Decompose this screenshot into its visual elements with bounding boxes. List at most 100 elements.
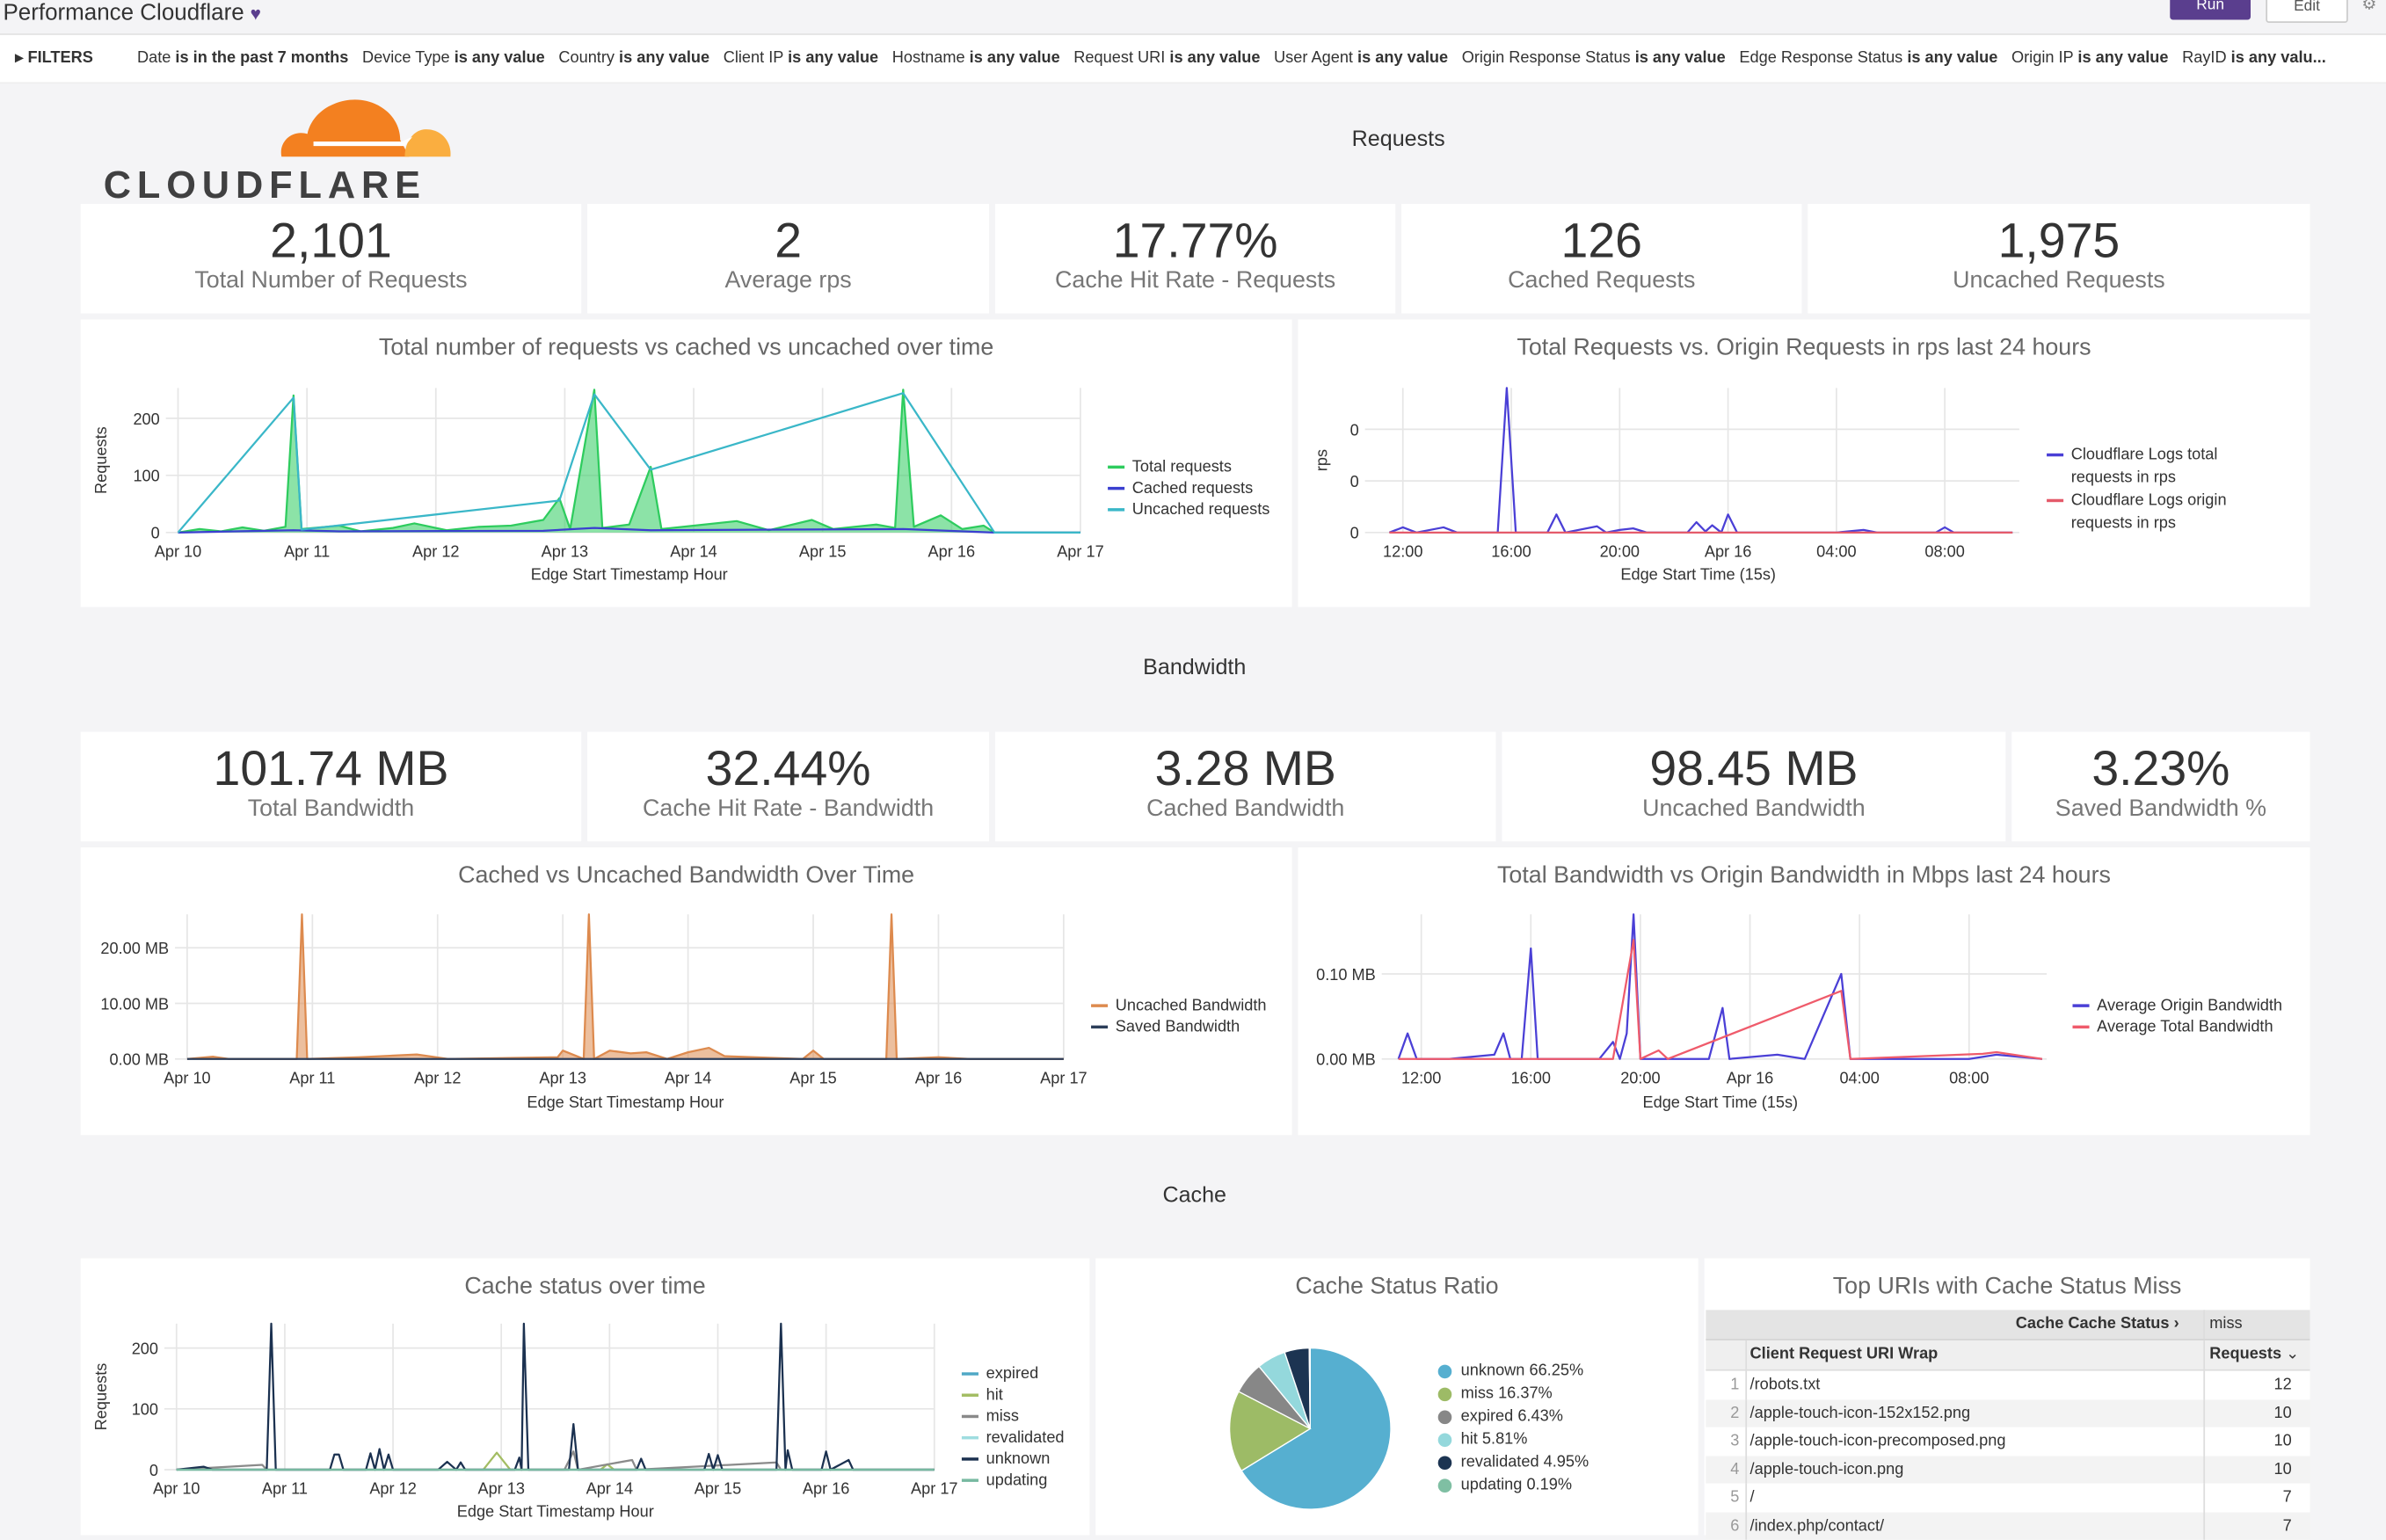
requests-cell: 7 xyxy=(2282,1515,2292,1535)
bw-chart-panel: Cached vs Uncached Bandwidth Over Time xyxy=(80,847,1292,1136)
uri-cell[interactable]: / xyxy=(1749,1487,1755,1507)
legend-item[interactable]: Cloudflare Logs origin requests in rps xyxy=(2047,490,2230,535)
kpi-value: 2,101 xyxy=(270,213,392,268)
legend-dot-icon xyxy=(1437,1387,1452,1401)
divider xyxy=(1745,1511,1748,1540)
filter-operator: is any value xyxy=(1907,48,1998,68)
filter-chip[interactable]: Date is in the past 7 months xyxy=(137,48,348,67)
filter-chip[interactable]: Origin Response Status is any value xyxy=(1462,48,1726,67)
kpi-tile: 3.23% Saved Bandwidth % xyxy=(2011,731,2310,842)
filters-toggle[interactable]: ▸ FILTERS xyxy=(15,48,93,68)
kpi-value: 32.44% xyxy=(705,740,871,796)
chart-legend: Uncached Bandwidth Saved Bandwidth xyxy=(1091,995,1267,1037)
legend-swatch-icon xyxy=(1091,1004,1109,1008)
legend-swatch-icon xyxy=(961,1372,978,1377)
uri-cell[interactable]: /index.php/contact/ xyxy=(1749,1515,1885,1535)
filter-chip[interactable]: Client IP is any value xyxy=(724,48,878,67)
filter-chip[interactable]: Edge Response Status is any value xyxy=(1739,48,1997,67)
divider xyxy=(1745,1370,1748,1399)
filter-chip[interactable]: User Agent is any value xyxy=(1274,48,1448,67)
favorite-heart-icon[interactable]: ♥ xyxy=(250,3,261,25)
legend-swatch-icon xyxy=(961,1457,978,1462)
legend-item[interactable]: unknown xyxy=(961,1449,1065,1470)
legend-label: miss xyxy=(986,1407,1019,1426)
legend-item[interactable]: Saved Bandwidth xyxy=(1091,1016,1266,1037)
run-button[interactable]: Run xyxy=(2170,0,2251,20)
kpi-value: 101.74 MB xyxy=(213,740,449,796)
kpi-label: Saved Bandwidth % xyxy=(2055,795,2266,822)
cache-chart-panel: Cache status over time xyxy=(80,1258,1090,1536)
uri-cell[interactable]: /apple-touch-icon-152x152.png xyxy=(1749,1403,1971,1422)
filter-field: RayID xyxy=(2182,48,2227,68)
legend-item[interactable]: expired 6.43% xyxy=(1437,1406,1589,1428)
legend-item[interactable]: updating xyxy=(961,1470,1065,1491)
uri-cell[interactable]: /apple-touch-icon-precomposed.png xyxy=(1749,1431,2006,1450)
filter-chip[interactable]: Hostname is any value xyxy=(892,48,1060,67)
chart-title: Cache status over time xyxy=(464,1273,706,1300)
section-requests: Requests xyxy=(1351,127,1445,153)
pivot-label-text: Cache Cache Status xyxy=(2015,1314,2170,1333)
filter-bar: ▸ FILTERS Date is in the past 7 months De… xyxy=(0,33,2386,84)
filter-chip[interactable]: RayID is any valu... xyxy=(2182,48,2326,67)
section-bandwidth: Bandwidth xyxy=(1143,656,1247,680)
top-uris-table: Cache Cache Status › miss Client Request… xyxy=(1706,1310,2310,1540)
legend-label: Total requests xyxy=(1131,458,1232,476)
row-number: 3 xyxy=(1730,1431,1740,1450)
chart-legend: expired hit miss revalidated unknown updating xyxy=(961,1363,1065,1491)
legend-item[interactable]: Average Origin Bandwidth xyxy=(2072,995,2282,1016)
legend-swatch-icon xyxy=(1108,466,1125,469)
divider xyxy=(2203,1455,2206,1484)
filter-operator: is any value xyxy=(1169,48,1261,68)
divider xyxy=(1745,1340,1748,1369)
legend-item[interactable]: miss xyxy=(961,1406,1065,1427)
kpi-label: Total Number of Requests xyxy=(194,267,468,294)
legend-item[interactable]: Cached requests xyxy=(1108,478,1269,499)
legend-item[interactable]: hit 5.81% xyxy=(1437,1428,1589,1451)
legend-item[interactable]: Average Total Bandwidth xyxy=(2072,1016,2282,1037)
filter-field: Origin IP xyxy=(2011,48,2074,68)
divider xyxy=(1745,1427,1748,1456)
legend-item[interactable]: expired xyxy=(961,1363,1065,1384)
legend-item[interactable]: revalidated 4.95% xyxy=(1437,1451,1589,1474)
legend-item[interactable]: Uncached Bandwidth xyxy=(1091,995,1267,1016)
divider xyxy=(1745,1398,1748,1427)
filter-field: Edge Response Status xyxy=(1739,48,1903,68)
filter-chip[interactable]: Country is any value xyxy=(558,48,709,67)
legend-item[interactable]: revalidated xyxy=(961,1427,1065,1449)
row-number: 2 xyxy=(1730,1403,1740,1422)
pie-chart-panel: Cache Status Ratio xyxy=(1095,1258,1699,1536)
table-row[interactable]: 5 / 7 xyxy=(1706,1483,2310,1512)
legend-item[interactable]: hit xyxy=(961,1384,1065,1406)
edit-button[interactable]: Edit xyxy=(2266,0,2348,23)
legend-swatch-icon xyxy=(2072,1026,2090,1029)
column-header-uri[interactable]: Client Request URI Wrap xyxy=(1749,1345,1939,1363)
kpi-label: Cached Bandwidth xyxy=(1146,795,1345,822)
table-row[interactable]: 6/index.php/contact/7 xyxy=(1706,1511,2310,1540)
filter-chip[interactable]: Request URI is any value xyxy=(1073,48,1260,67)
divider xyxy=(2203,1427,2206,1456)
legend-label: unknown 66.25% xyxy=(1460,1362,1584,1380)
filter-operator: is any valu... xyxy=(2230,48,2326,68)
gear-icon[interactable]: ⚙ xyxy=(2361,0,2377,14)
filter-operator: is in the past 7 months xyxy=(175,48,349,68)
legend-item[interactable]: unknown 66.25% xyxy=(1437,1360,1589,1383)
legend-label: expired xyxy=(986,1364,1039,1384)
column-header-requests[interactable]: Requests ⌄ xyxy=(2209,1345,2299,1363)
filter-chip[interactable]: Origin IP is any value xyxy=(2011,48,2169,67)
legend-item[interactable]: Uncached requests xyxy=(1108,499,1269,520)
legend-item[interactable]: Total requests xyxy=(1108,456,1269,477)
filters-label: FILTERS xyxy=(27,48,93,68)
uri-cell[interactable]: /apple-touch-icon.png xyxy=(1749,1459,1904,1478)
table-row[interactable]: 1/robots.txt 12 xyxy=(1706,1370,2310,1399)
table-row[interactable]: 3/apple-touch-icon-precomposed.png 10 xyxy=(1706,1427,2310,1456)
legend-item[interactable]: miss 16.37% xyxy=(1437,1383,1589,1406)
legend-item[interactable]: Cloudflare Logs total requests in rps xyxy=(2047,444,2230,490)
legend-item[interactable]: updating 0.19% xyxy=(1437,1474,1589,1497)
requests-header-text: Requests xyxy=(2209,1345,2282,1363)
table-row[interactable]: 2/apple-touch-icon-152x152.png 10 xyxy=(1706,1398,2310,1427)
legend-label: Saved Bandwidth xyxy=(1115,1017,1240,1036)
table-row[interactable]: 4/apple-touch-icon.png 10 xyxy=(1706,1455,2310,1484)
filter-chip[interactable]: Device Type is any value xyxy=(362,48,545,67)
uri-cell[interactable]: /robots.txt xyxy=(1749,1375,1821,1394)
